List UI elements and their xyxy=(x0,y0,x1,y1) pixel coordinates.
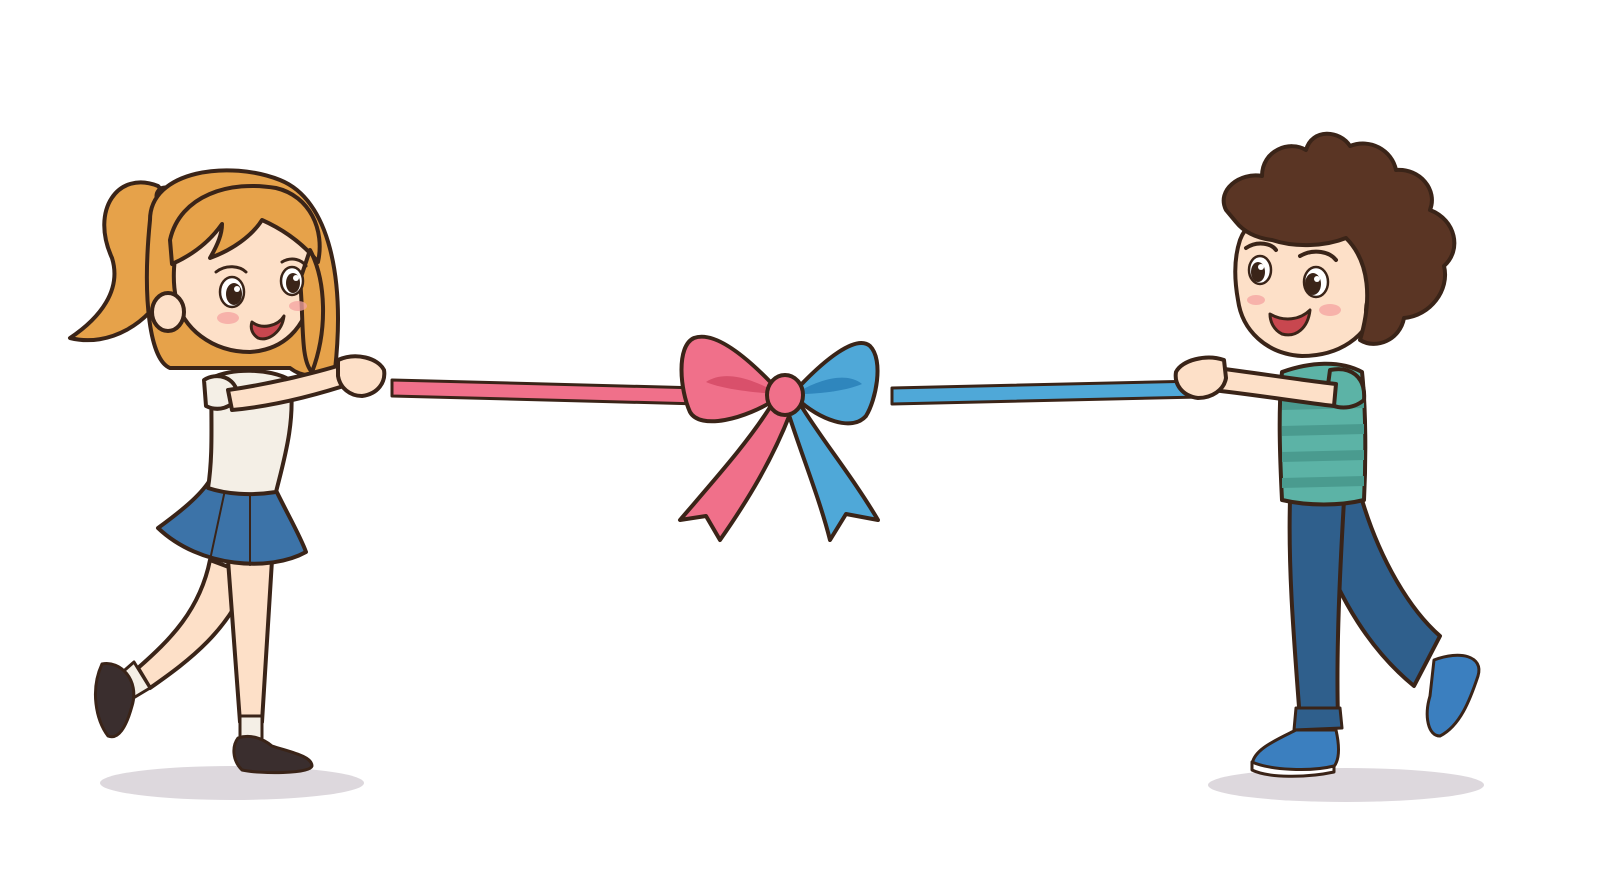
boy-figure xyxy=(1173,131,1481,778)
boy-eyes xyxy=(1244,241,1338,299)
boy-back-shoe xyxy=(1425,653,1481,738)
girl-cheek xyxy=(289,301,307,311)
boy-cheek xyxy=(1319,304,1341,316)
girl-bangs xyxy=(168,183,322,266)
boy-mouth xyxy=(1268,308,1312,337)
boy-hair xyxy=(1221,131,1457,346)
girl-ground-shadow xyxy=(100,766,364,800)
boy-front-leg xyxy=(1287,498,1346,722)
pink-bow-loop-shade xyxy=(706,376,776,394)
girl-cheek xyxy=(217,312,239,324)
boy-hands xyxy=(1173,355,1228,400)
bow xyxy=(678,334,880,542)
boy-ground-shadow xyxy=(1208,768,1484,802)
boy-shoe-sole xyxy=(1250,760,1336,778)
girl-ear xyxy=(150,291,186,333)
girl-figure xyxy=(68,168,387,775)
girl-eyes xyxy=(214,257,308,309)
girl-mouth xyxy=(249,314,286,341)
blue-bow-tail xyxy=(786,402,880,542)
boy-jeans-cuff xyxy=(1292,706,1344,732)
girl-back-shoe xyxy=(94,662,136,739)
blue-bow-loop-shade xyxy=(798,377,862,394)
girl-skirt-pleat xyxy=(209,489,226,561)
pink-bow-tail xyxy=(678,402,792,542)
girl-front-shoe xyxy=(232,734,314,775)
bow-knot xyxy=(765,373,805,417)
girl-hands xyxy=(336,354,387,398)
girl-skirt xyxy=(156,478,308,566)
boy-cheek xyxy=(1247,295,1265,305)
